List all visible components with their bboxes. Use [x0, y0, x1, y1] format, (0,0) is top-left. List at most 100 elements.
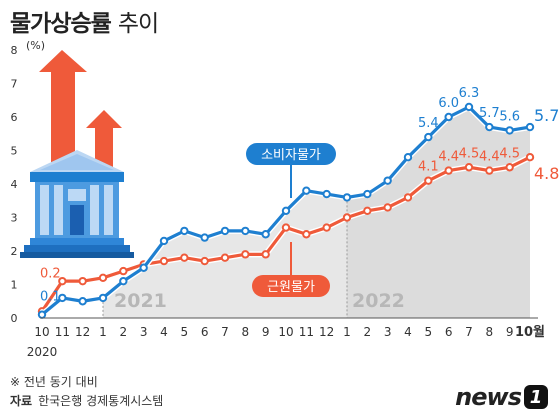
title-main: 물가상승률: [10, 11, 112, 37]
consumer-price-value-label: 5.6: [499, 109, 520, 124]
area-fill-2022: [347, 106, 530, 318]
consumer-price-point: [525, 122, 535, 132]
year-label-2021: 2021: [114, 290, 167, 312]
core-price-point: [200, 256, 209, 266]
core-price-point: [505, 163, 514, 172]
x-tick-label: 5: [181, 325, 189, 339]
consumer-price-point: [322, 189, 331, 199]
y-tick-label: 1: [11, 279, 18, 292]
consumer-price-point: [363, 189, 372, 199]
x-tick-label: 7: [465, 325, 473, 339]
core-price-value-label: 4.5: [459, 146, 480, 161]
x-tick-label: 2: [364, 325, 372, 339]
x-tick-label: 9: [506, 325, 514, 339]
data-labels: 0.15.46.06.35.7 5.6 5.70.24.14.4 4.5 4.4 4.54…: [40, 86, 559, 305]
x-tick-label: 11: [55, 325, 70, 339]
basis-note: ※ 전년 동기 대비: [10, 375, 98, 389]
consumer-price-point: [261, 230, 270, 239]
source-text: 한국은행 경제통계시스템: [38, 394, 164, 408]
year-label-2020: 2020: [27, 345, 58, 359]
x-tick-label: 10: [34, 325, 49, 339]
x-tick-label: 4: [160, 325, 168, 339]
core-price-value-label: 4.8: [534, 164, 559, 183]
core-price-point: [302, 230, 311, 239]
consumer-price-point: [159, 236, 169, 246]
y-tick-label: 6: [11, 111, 18, 124]
x-tick-label: 9: [262, 325, 270, 339]
core-price-point: [322, 223, 331, 232]
y-tick-label: 7: [11, 78, 18, 91]
series-layer: [37, 102, 535, 319]
consumer-price-point: [98, 293, 108, 303]
source-label: 자료: [10, 394, 33, 408]
x-tick-label: 3: [384, 325, 392, 339]
consumer-price-point: [241, 226, 250, 236]
x-tick-label: 8: [242, 325, 250, 339]
y-tick-label: 2: [11, 245, 18, 258]
consumer-price-point: [281, 206, 291, 216]
core-price-point: [261, 250, 270, 259]
year-label-2022: 2022: [352, 290, 405, 312]
consumer-price-point: [485, 122, 494, 132]
consumer-price-point: [464, 102, 474, 112]
consumer-price-point: [37, 310, 47, 319]
core-price-point: [403, 193, 413, 202]
x-tick-label: 12: [319, 325, 334, 339]
source-note: 자료 한국은행 경제통계시스템: [10, 392, 163, 409]
core-price-point: [424, 176, 433, 185]
y-tick-label: 4: [11, 178, 18, 191]
core-price-value-label: 4.1: [418, 160, 439, 175]
consumer-price-point: [444, 112, 453, 122]
y-axis-unit: (%): [26, 39, 45, 52]
x-axis: 10 11 12 1 2 3 4 5 6 7 8 9 10 11 12 1 2 3 4 5 6 7 8 9 10월: [34, 324, 545, 340]
x-tick-label: 2: [120, 325, 128, 339]
y-tick-label: 3: [11, 212, 18, 225]
logo-text: news: [455, 383, 522, 411]
core-price-point: [58, 276, 67, 286]
y-tick-label: 5: [11, 145, 18, 158]
x-tick-label: 8: [486, 325, 494, 339]
x-tick-label: 10: [278, 325, 293, 339]
x-tick-label: 1: [99, 325, 107, 339]
callout-core-price-label: 근원물가: [267, 280, 315, 295]
consumer-price-point: [342, 193, 352, 202]
consumer-price-point: [403, 153, 413, 162]
red-up-arrow-icon: [39, 50, 87, 178]
callout-core-price: 근원물가: [252, 242, 330, 297]
y-tick-label: 0: [11, 312, 18, 325]
y-tick-label: 8: [11, 44, 18, 57]
page-title: 물가상승률 추이: [10, 4, 159, 38]
consumer-price-value-label: 5.7: [534, 106, 559, 125]
consumer-price-point: [200, 233, 209, 242]
core-price-point: [241, 250, 250, 259]
callout-consumer-price: 소비자물가: [246, 143, 336, 198]
consumer-price-value-label: 5.7: [479, 106, 500, 121]
y-axis: 0 1 2 3 4 5 6 7 8: [11, 44, 18, 325]
core-price-value-label: 0.2: [40, 266, 61, 281]
x-tick-label: 10월: [515, 324, 545, 340]
x-tick-label: 5: [425, 325, 433, 339]
consumer-price-point: [220, 226, 230, 236]
consumer-price-point: [180, 226, 189, 236]
core-price-point: [159, 256, 169, 266]
consumer-price-value-label: 0.1: [40, 290, 61, 305]
bank-building-icon: [20, 50, 134, 258]
core-price-value-label: 4.4: [438, 150, 459, 165]
core-price-point: [383, 203, 392, 212]
news1-logo: news 1: [455, 382, 548, 412]
core-price-point: [525, 153, 535, 162]
consumer-price-value-label: 6.3: [459, 86, 480, 101]
x-tick-label: 6: [445, 325, 453, 339]
core-price-value-label: 4.5: [499, 146, 520, 161]
core-price-point: [444, 166, 453, 175]
consumer-price-point: [58, 293, 67, 303]
x-tick-label: 4: [404, 325, 412, 339]
x-tick-label: 11: [299, 325, 314, 339]
consumer-price-point: [78, 297, 87, 306]
consumer-price-value-label: 5.4: [418, 116, 439, 131]
core-price-point: [119, 266, 128, 276]
core-price-point: [98, 273, 108, 282]
core-price-point: [281, 223, 291, 232]
consumer-price-point: [383, 176, 392, 185]
